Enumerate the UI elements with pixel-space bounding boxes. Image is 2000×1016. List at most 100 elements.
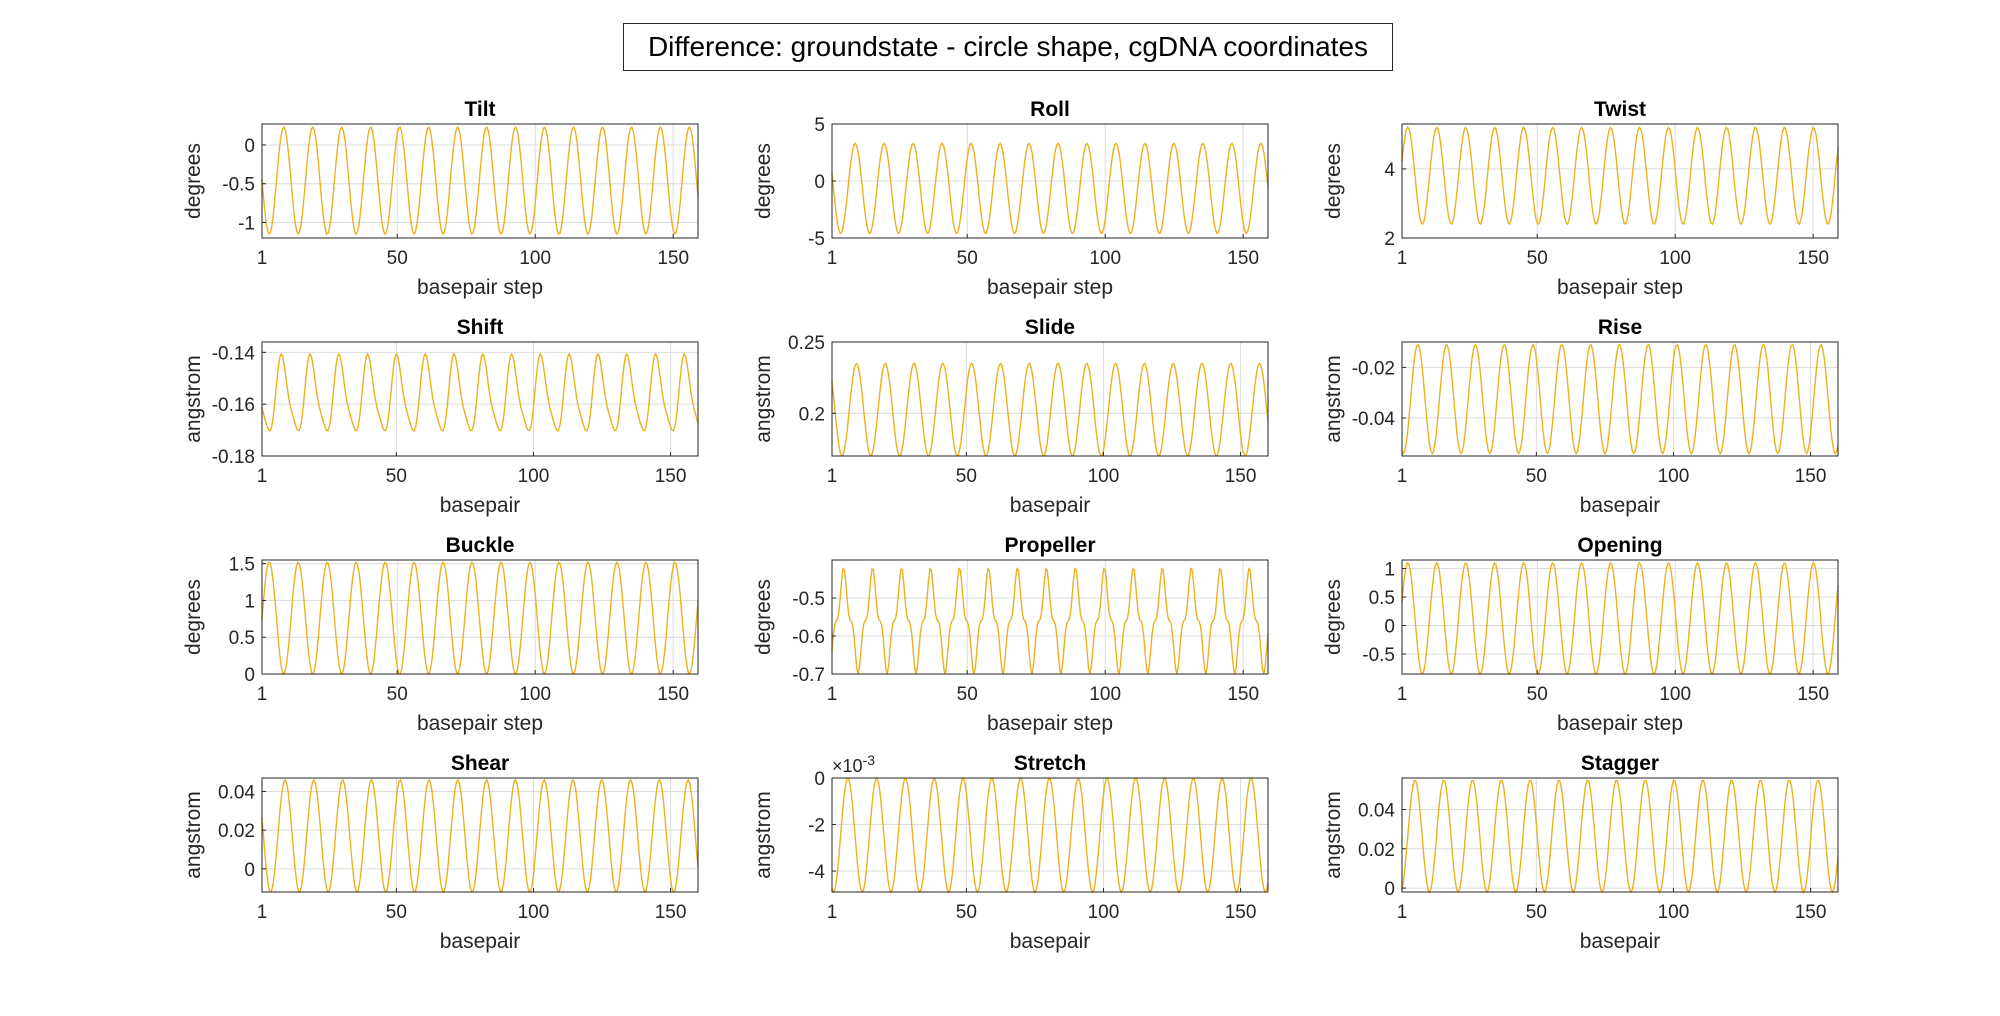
rise-data-point [1423, 385, 1425, 387]
shear-data-point [414, 889, 417, 892]
stagger-data-point [1653, 856, 1656, 859]
buckle-data-point [426, 671, 429, 674]
tilt-data-point [465, 195, 468, 198]
roll-data-point [1189, 226, 1192, 229]
slide-data-point [1225, 378, 1228, 381]
slide-data-point [1143, 362, 1146, 365]
slide-data-point [1204, 371, 1206, 374]
opening-y-tick-label: 1 [1384, 560, 1395, 581]
opening-data-point [1472, 626, 1475, 629]
shift-data-point [294, 422, 296, 424]
stagger-y-tick-label: 0 [1384, 879, 1395, 900]
opening-data-point [1666, 565, 1668, 568]
twist-data-point [1483, 201, 1486, 204]
roll-data-point [919, 186, 922, 189]
propeller-data-point [1029, 667, 1032, 670]
propeller-data-point [1178, 649, 1181, 652]
stagger-data-point [1593, 823, 1595, 826]
stagger-data-point [1746, 888, 1749, 891]
opening-data-point [1721, 585, 1724, 588]
roll-data-point [1256, 157, 1258, 160]
shift-data-point [688, 382, 691, 385]
tilt-title: Tilt [464, 98, 495, 121]
propeller-data-point [1096, 620, 1098, 622]
opening-data-point [1610, 563, 1613, 566]
twist-data-point [1494, 127, 1497, 130]
stagger-data-point [1609, 821, 1612, 824]
buckle-data-point [691, 660, 694, 663]
shift-data-point [644, 426, 647, 429]
shift-data-point [266, 426, 269, 429]
shift-data-point [337, 353, 340, 355]
twist-data-point [1450, 223, 1453, 225]
stagger-data-point [1587, 779, 1590, 782]
stagger-data-point [1735, 807, 1738, 810]
rise-data-point [1680, 370, 1683, 372]
slide-data-point [1028, 362, 1031, 365]
slide-x-tick-label: 50 [956, 466, 977, 487]
tilt-data-point [415, 226, 418, 228]
propeller-data-point [1040, 610, 1043, 613]
twist-y-tick-label: 2 [1384, 229, 1395, 250]
stagger-data-point [1576, 869, 1579, 872]
slide-y-label: angstrom [752, 355, 775, 443]
opening-data-point [1511, 660, 1514, 663]
twist-data-point [1417, 208, 1420, 211]
propeller-data-point [1222, 599, 1225, 602]
stagger-data-point [1730, 779, 1732, 782]
shift-data-point [672, 429, 675, 432]
buckle-data-point [537, 625, 539, 628]
twist-data-point [1820, 182, 1823, 185]
opening-data-point [1732, 610, 1735, 612]
twist-data-point [1544, 174, 1547, 176]
buckle-data-point [343, 660, 346, 663]
propeller-data-point [1046, 569, 1049, 571]
buckle-data-point [354, 561, 357, 564]
twist-data-point [1787, 142, 1790, 145]
twist-data-point [1577, 136, 1580, 139]
stretch-exponent-label: ×10-3 [832, 752, 875, 776]
stretch-data-point [1209, 881, 1212, 884]
shear-data-point [644, 889, 647, 892]
tilt-data-point [360, 202, 363, 205]
tilt-x-tick-label: 150 [657, 248, 689, 269]
roll-data-point [1245, 232, 1247, 235]
stagger-data-point [1477, 823, 1480, 826]
tilt-data-point [410, 221, 412, 224]
roll-data-point [1151, 186, 1154, 189]
twist-data-point [1693, 136, 1696, 139]
roll-data-point [897, 232, 900, 235]
slide-data-point [1083, 369, 1086, 372]
roll-data-point [941, 142, 944, 145]
stagger-data-point [1697, 806, 1700, 809]
shear-data-point [590, 873, 592, 876]
twist-x-tick-label: 100 [1659, 248, 1691, 269]
shear-data-point [277, 827, 280, 830]
stagger-data-point [1505, 807, 1508, 810]
roll-data-point [1013, 232, 1016, 235]
buckle-data-point [581, 600, 584, 603]
stretch-data-point [946, 888, 949, 891]
shift-y-label: angstrom [182, 355, 205, 443]
roll-data-point [996, 148, 999, 151]
roll-data-point [974, 161, 977, 164]
buckle-data-point [614, 565, 617, 567]
roll-data-point [1167, 168, 1170, 171]
stagger-y-tick-label: 0.04 [1358, 800, 1395, 821]
buckle-data-point [641, 573, 644, 576]
stretch-data-point [1094, 881, 1097, 884]
twist-data-point [1765, 208, 1768, 211]
stretch-data-point [1225, 804, 1228, 807]
opening-data-point [1478, 671, 1481, 674]
shear-data-point [507, 827, 510, 830]
slide-data-point [995, 378, 998, 381]
rise-data-point [1697, 402, 1700, 405]
stretch-axes-box [831, 777, 1269, 893]
shear-data-point [579, 834, 581, 837]
shift-plot-area [262, 342, 698, 456]
stagger-data-point [1532, 794, 1535, 797]
shear-data-point [469, 886, 472, 889]
shift-data-point [524, 422, 527, 424]
stretch-data-point [1176, 888, 1179, 891]
stagger-x-tick-label: 100 [1658, 902, 1690, 923]
